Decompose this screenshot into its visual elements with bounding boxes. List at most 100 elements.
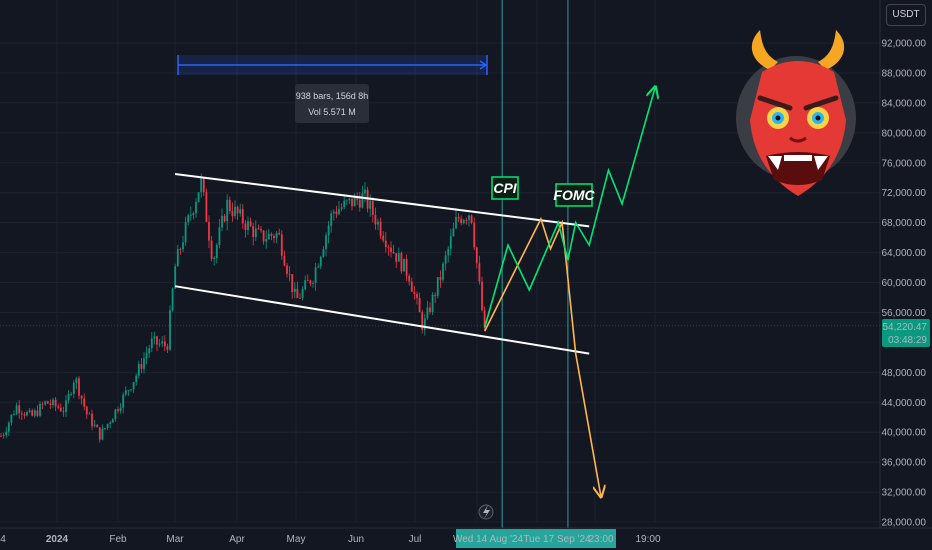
candle-body [234, 206, 236, 216]
candle-body [96, 424, 99, 428]
candle-body [345, 200, 348, 202]
candle-body [215, 244, 218, 258]
fomc-box [555, 183, 593, 207]
candle-body [431, 294, 434, 312]
candle-body [46, 401, 49, 404]
candle-body [270, 233, 273, 236]
price-tick-label: 40,000.00 [882, 428, 927, 439]
candle-body [468, 215, 470, 221]
candle-body [208, 221, 210, 241]
candle-body [455, 217, 457, 229]
candle-body [52, 399, 54, 406]
fomc-label: FOMC [553, 187, 595, 203]
candle-body [236, 206, 239, 214]
candle-body [205, 192, 208, 222]
candle-body [78, 378, 80, 396]
measure-tool[interactable]: 938 bars, 156d 8h Vol 5.571 M [177, 55, 488, 123]
current-price-countdown: 03:48:29 [888, 335, 927, 346]
cpi-box [491, 176, 519, 200]
candle-body [192, 213, 195, 215]
candle-body [423, 318, 426, 330]
candle-body [2, 435, 5, 437]
candle-body [265, 239, 268, 242]
candle-body [288, 273, 291, 275]
measure-info-box [295, 84, 369, 123]
candle-body [379, 221, 382, 236]
channel-lower-line [174, 285, 590, 355]
price-tick-label: 68,000.00 [882, 218, 927, 229]
candle-body [70, 393, 73, 395]
candle-body [421, 312, 424, 330]
candle-body [169, 310, 171, 350]
oni-nose [789, 136, 807, 143]
candle-body [340, 207, 343, 210]
candle-body [314, 267, 317, 283]
candle-body [33, 410, 36, 416]
price-tick-label: 92,000.00 [882, 39, 927, 50]
candle-body [59, 407, 62, 412]
candles [0, 173, 486, 443]
candle-body [478, 263, 481, 282]
time-cursor-highlight [456, 529, 616, 548]
candle-body [26, 412, 28, 416]
candle-body [335, 211, 338, 215]
time-cursor-label: Tue 17 Sep '24 [523, 534, 591, 545]
current-price-badge[interactable] [882, 319, 930, 347]
oni-brows [757, 95, 839, 111]
candle-body [119, 407, 122, 411]
candle-body [109, 422, 112, 424]
candle-body [327, 225, 330, 236]
candle-body [353, 196, 356, 207]
candle-body [23, 414, 26, 416]
oni-right-pupil [815, 115, 821, 121]
candle-body [262, 230, 265, 242]
price-channel[interactable] [174, 173, 590, 355]
candle-body [148, 348, 151, 354]
time-tick-label: Jun [348, 534, 364, 545]
candle-body [36, 410, 39, 416]
candle-body [267, 233, 270, 240]
oni-left-horn [751, 30, 778, 70]
candle-body [387, 246, 390, 248]
candle-body [369, 200, 372, 209]
event-labels[interactable]: CPI FOMC [491, 176, 595, 207]
currency-unit-badge[interactable]: USDT [886, 4, 926, 26]
price-tick-label: 64,000.00 [882, 248, 927, 259]
bearish-scenario-path [483, 216, 601, 496]
candle-body [80, 395, 83, 399]
price-axis[interactable]: 92,000.00 88,000.00 84,000.00 80,000.00 76,0… [879, 0, 930, 529]
candle-body [343, 200, 346, 208]
price-tick-label: 84,000.00 [882, 98, 927, 109]
candle-body [210, 240, 213, 260]
candle-body [150, 338, 153, 349]
candle-body [361, 193, 364, 208]
time-cursor-label: Wed 14 Aug '24 [453, 534, 524, 545]
candle-body [228, 199, 231, 212]
candle-body [41, 403, 44, 405]
candle-body [351, 198, 353, 207]
candle-body [317, 266, 320, 268]
candle-body [257, 228, 260, 230]
price-tick-label: 76,000.00 [882, 158, 927, 169]
candle-body [319, 256, 322, 267]
oni-fangs [768, 156, 828, 170]
candle-body [182, 242, 184, 250]
time-tick-label: 19:00 [635, 534, 660, 545]
measure-bars-label: 938 bars, 156d 8h [296, 91, 369, 101]
time-tick-label: 4 [0, 534, 6, 545]
candle-body [98, 427, 101, 440]
candle-body [457, 217, 460, 219]
price-tick-label: 44,000.00 [882, 398, 927, 409]
lightning-icon[interactable] [478, 504, 494, 520]
candle-body [158, 343, 161, 345]
candle-body [223, 215, 226, 222]
candle-body [163, 341, 166, 347]
candle-body [91, 413, 93, 427]
candle-body [143, 358, 145, 369]
scenario-paths[interactable] [483, 88, 655, 496]
candle-body [176, 249, 179, 267]
candle-body [127, 390, 130, 392]
candle-body [75, 378, 78, 383]
